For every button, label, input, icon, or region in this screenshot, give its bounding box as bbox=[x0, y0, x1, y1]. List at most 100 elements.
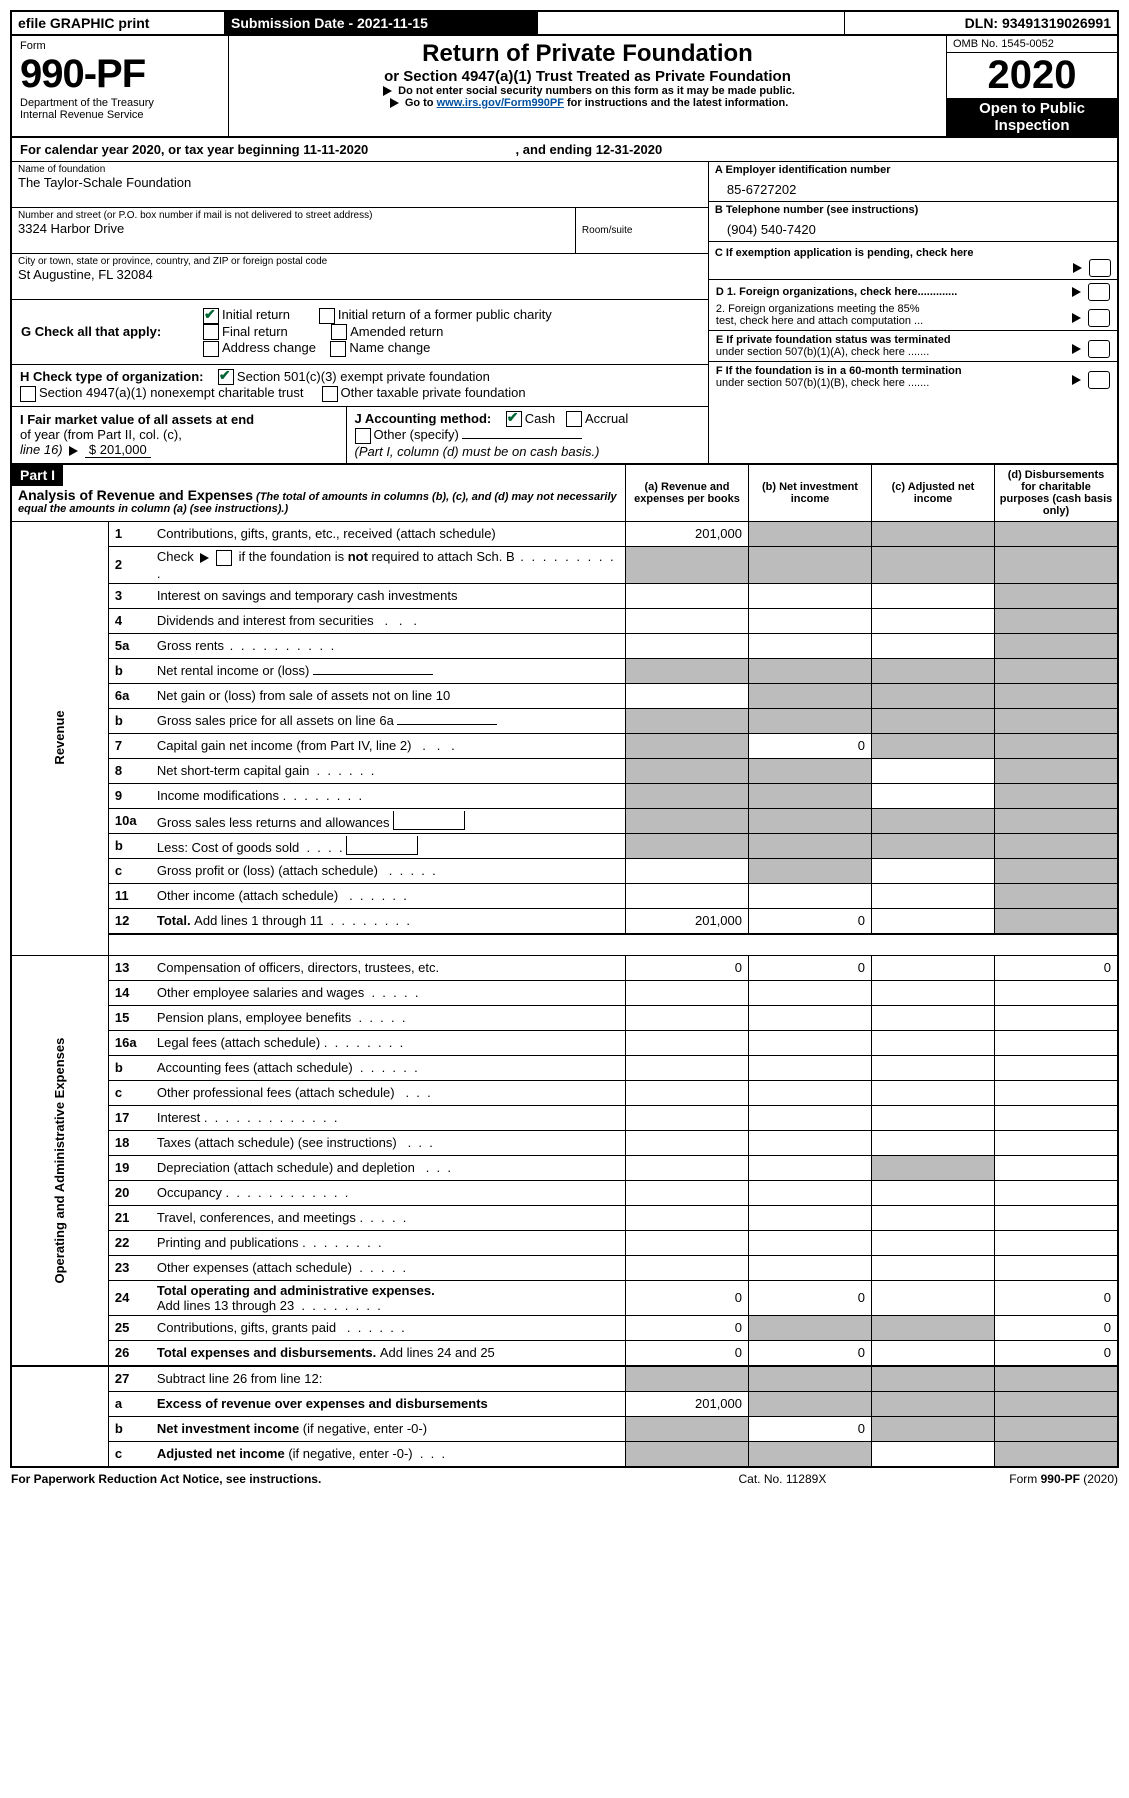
line-3-desc: Interest on savings and temporary cash i… bbox=[151, 583, 626, 608]
c-label: C If exemption application is pending, c… bbox=[715, 247, 974, 259]
line-13-desc: Compensation of officers, directors, tru… bbox=[151, 955, 626, 980]
initial-former-checkbox[interactable] bbox=[319, 308, 335, 324]
line-19-desc: Depreciation (attach schedule) and deple… bbox=[157, 1160, 415, 1175]
address-label: Number and street (or P.O. box number if… bbox=[18, 210, 569, 221]
warn-2-post: for instructions and the latest informat… bbox=[564, 97, 788, 109]
city-label: City or town, state or province, country… bbox=[18, 256, 702, 267]
j3: Other (specify) bbox=[374, 427, 459, 442]
arrow-icon bbox=[390, 98, 399, 108]
j2: Accrual bbox=[585, 411, 628, 426]
line-10a-desc: Gross sales less returns and allowances bbox=[157, 815, 390, 830]
j-note: (Part I, column (d) must be on cash basi… bbox=[355, 444, 600, 459]
form-number: 990-PF bbox=[20, 52, 220, 97]
line-12-b: 0 bbox=[749, 908, 872, 934]
d2a-label: 2. Foreign organizations meeting the 85% bbox=[716, 303, 920, 315]
line-27a-a: 201,000 bbox=[626, 1391, 749, 1416]
warn-2-pre: Go to bbox=[405, 97, 437, 109]
g-label: G Check all that apply: bbox=[20, 306, 202, 358]
line-24-a: 0 bbox=[626, 1280, 749, 1315]
e2-label: under section 507(b)(1)(A), check here .… bbox=[716, 346, 929, 358]
line-13-a: 0 bbox=[626, 955, 749, 980]
e1-label: E If private foundation status was termi… bbox=[716, 334, 951, 346]
line-27a-desc: Excess of revenue over expenses and disb… bbox=[151, 1391, 626, 1416]
line-12-desc: Add lines 1 through 11 bbox=[194, 913, 323, 928]
h1-checkbox[interactable] bbox=[218, 369, 234, 385]
other-specify-checkbox[interactable] bbox=[355, 428, 371, 444]
dept-2: Internal Revenue Service bbox=[20, 109, 220, 121]
g6: Name change bbox=[349, 340, 430, 355]
line-11-desc: Other income (attach schedule) bbox=[157, 888, 338, 903]
e-checkbox[interactable] bbox=[1088, 340, 1110, 358]
line-15-desc: Pension plans, employee benefits bbox=[157, 1010, 351, 1025]
amended-return-checkbox[interactable] bbox=[331, 324, 347, 340]
line-6a-desc: Net gain or (loss) from sale of assets n… bbox=[151, 683, 626, 708]
efile-label: efile GRAPHIC print bbox=[11, 11, 225, 35]
col-a-header: (a) Revenue and expenses per books bbox=[626, 464, 749, 522]
j1: Cash bbox=[525, 411, 555, 426]
footer-mid: Cat. No. 11289X bbox=[685, 1468, 879, 1487]
d2-checkbox[interactable] bbox=[1088, 309, 1110, 327]
foundation-name: The Taylor-Schale Foundation bbox=[18, 175, 702, 190]
cash-checkbox[interactable] bbox=[506, 411, 522, 427]
h1: Section 501(c)(3) exempt private foundat… bbox=[237, 369, 490, 384]
irs-link[interactable]: www.irs.gov/Form990PF bbox=[437, 97, 564, 109]
warn-1: Do not enter social security numbers on … bbox=[398, 85, 795, 97]
line-2-a: Check bbox=[157, 549, 194, 564]
line-2-d: required to attach Sch. B bbox=[368, 549, 515, 564]
omb-number: OMB No. 1545-0052 bbox=[947, 36, 1117, 53]
line-26-d: 0 bbox=[995, 1340, 1119, 1366]
room-suite-label: Room/suite bbox=[582, 225, 702, 236]
line-18-desc: Taxes (attach schedule) (see instruction… bbox=[157, 1135, 397, 1150]
part-i-title: Analysis of Revenue and Expenses bbox=[18, 487, 253, 503]
name-of-foundation-label: Name of foundation bbox=[18, 164, 702, 175]
footer-right-a: Form bbox=[1009, 1472, 1040, 1486]
arrow-icon bbox=[1073, 263, 1082, 273]
line-22-desc: Printing and publications bbox=[157, 1235, 299, 1250]
c-checkbox[interactable] bbox=[1089, 259, 1111, 277]
address: 3324 Harbor Drive bbox=[18, 221, 569, 236]
dln: DLN: 93491319026991 bbox=[845, 11, 1119, 35]
i-label2: of year (from Part II, col. (c), bbox=[20, 427, 182, 442]
arrow-icon bbox=[69, 446, 78, 456]
f1-label: F If the foundation is in a 60-month ter… bbox=[716, 365, 962, 377]
final-return-checkbox[interactable] bbox=[203, 324, 219, 340]
h2: Section 4947(a)(1) nonexempt charitable … bbox=[39, 385, 303, 400]
line-9-desc: Income modifications bbox=[157, 788, 279, 803]
line-16a-desc: Legal fees (attach schedule) bbox=[157, 1035, 320, 1050]
line-12-label: Total. bbox=[157, 913, 194, 928]
line-16b-desc: Accounting fees (attach schedule) bbox=[157, 1060, 353, 1075]
h3-checkbox[interactable] bbox=[322, 386, 338, 402]
open-public-label: Open to Public Inspection bbox=[947, 98, 1117, 136]
j-label: J Accounting method: bbox=[355, 411, 492, 426]
g3: Final return bbox=[222, 324, 288, 339]
line-2-b: if the foundation is bbox=[235, 549, 348, 564]
i-label1: I Fair market value of all assets at end bbox=[20, 412, 254, 427]
g1: Initial return bbox=[222, 307, 290, 322]
line-27c-label: Adjusted net income bbox=[157, 1446, 285, 1461]
arrow-icon bbox=[1072, 344, 1081, 354]
col-c-header: (c) Adjusted net income bbox=[872, 464, 995, 522]
line-26-desc: Add lines 24 and 25 bbox=[380, 1345, 495, 1360]
ein-label: A Employer identification number bbox=[715, 164, 1111, 176]
line-27b-b: 0 bbox=[749, 1416, 872, 1441]
f-checkbox[interactable] bbox=[1088, 371, 1110, 389]
line-10c-desc: Gross profit or (loss) (attach schedule) bbox=[157, 863, 378, 878]
period-ending-label: , and ending bbox=[516, 142, 596, 157]
initial-return-checkbox[interactable] bbox=[203, 308, 219, 324]
d1-checkbox[interactable] bbox=[1088, 283, 1110, 301]
arrow-icon bbox=[383, 86, 392, 96]
tax-year: 2020 bbox=[947, 53, 1117, 98]
line-25-a: 0 bbox=[626, 1315, 749, 1340]
accrual-checkbox[interactable] bbox=[566, 411, 582, 427]
name-change-checkbox[interactable] bbox=[330, 341, 346, 357]
line-4-desc: Dividends and interest from securities bbox=[157, 613, 374, 628]
address-change-checkbox[interactable] bbox=[203, 341, 219, 357]
line-27-desc: Subtract line 26 from line 12: bbox=[151, 1366, 626, 1392]
sch-b-checkbox[interactable] bbox=[216, 550, 232, 566]
h3: Other taxable private foundation bbox=[341, 385, 526, 400]
period-ending: 12-31-2020 bbox=[596, 142, 663, 157]
line-16c-desc: Other professional fees (attach schedule… bbox=[157, 1085, 395, 1100]
line-7-desc: Capital gain net income (from Part IV, l… bbox=[157, 738, 412, 753]
city-value: St Augustine, FL 32084 bbox=[18, 267, 702, 282]
h2-checkbox[interactable] bbox=[20, 386, 36, 402]
